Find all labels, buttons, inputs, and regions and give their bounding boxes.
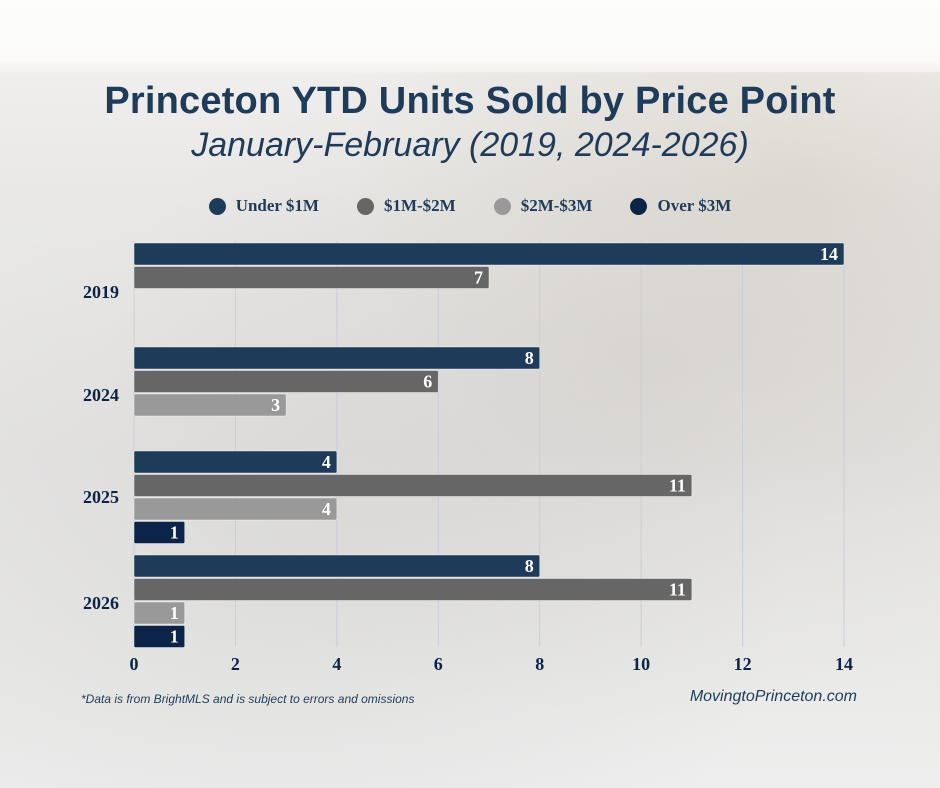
bar (133, 242, 845, 266)
legend-swatch (356, 197, 374, 215)
chart-title: Princeton YTD Units Sold by Price Point (104, 80, 836, 122)
bar (133, 625, 186, 648)
bar (133, 474, 693, 497)
x-tick-label: 0 (130, 654, 139, 674)
bar (133, 370, 439, 393)
bar (133, 578, 693, 601)
legend-swatch (493, 197, 511, 215)
legend-label: Over $3M (657, 196, 732, 215)
bar (133, 554, 541, 578)
bar (133, 450, 338, 474)
legend-swatch (208, 197, 226, 215)
x-tick-label: 14 (835, 654, 853, 674)
legend-item-1m-2m: $1M-$2M (356, 196, 456, 216)
category-label: 2025 (83, 487, 119, 507)
data-label: 8 (525, 348, 534, 368)
data-label: 1 (170, 523, 179, 543)
legend-swatch (630, 197, 648, 215)
data-label: 4 (322, 452, 331, 472)
bar (133, 393, 287, 417)
legend-item-over-3m: Over $3M (630, 196, 731, 216)
data-label: 7 (474, 268, 483, 288)
data-label: 11 (669, 476, 686, 496)
data-label: 1 (170, 603, 179, 623)
x-tick-label: 4 (332, 654, 341, 674)
category-label: 2024 (83, 385, 119, 405)
data-label: 14 (820, 244, 838, 264)
legend-label: $2M-$3M (520, 196, 593, 215)
data-label: 6 (423, 372, 432, 392)
category-label: 2019 (83, 282, 119, 302)
legend-item-2m-3m: $2M-$3M (493, 196, 593, 216)
x-tick-label: 6 (434, 654, 443, 674)
bar (133, 521, 186, 544)
category-label: 2026 (83, 593, 119, 613)
x-tick-label: 8 (535, 654, 544, 674)
chart-subtitle: January-February (2019, 2024-2026) (191, 126, 749, 164)
legend-item-under-1m: Under $1M (208, 196, 319, 216)
website-credit: MovingtoPrinceton.com (689, 688, 857, 705)
bar (133, 266, 490, 289)
data-label: 1 (170, 627, 179, 647)
data-label: 8 (525, 556, 534, 576)
legend: Under $1M $1M-$2M $2M-$3M Over $3M (0, 196, 940, 216)
x-tick-label: 10 (632, 654, 650, 674)
bar (133, 497, 338, 521)
x-tick-label: 12 (734, 654, 752, 674)
bar (133, 346, 541, 370)
data-label: 11 (669, 580, 686, 600)
x-tick-label: 2 (231, 654, 240, 674)
data-disclaimer: *Data is from BrightMLS and is subject t… (81, 692, 415, 706)
legend-label: Under $1M (235, 196, 319, 215)
bar (133, 601, 186, 625)
legend-label: $1M-$2M (383, 196, 456, 215)
data-label: 3 (271, 395, 280, 415)
data-label: 4 (322, 499, 331, 519)
